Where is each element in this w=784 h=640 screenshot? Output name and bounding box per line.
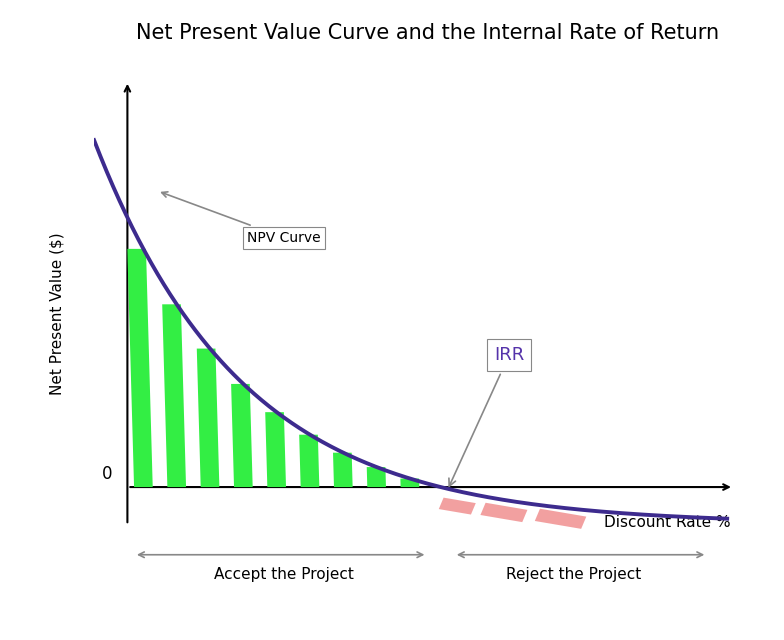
Polygon shape xyxy=(197,349,220,487)
Polygon shape xyxy=(127,249,153,487)
Text: 0: 0 xyxy=(102,465,113,483)
Text: Discount Rate %: Discount Rate % xyxy=(604,515,731,529)
Text: Net Present Value ($): Net Present Value ($) xyxy=(50,232,65,395)
Polygon shape xyxy=(535,509,586,529)
Polygon shape xyxy=(231,384,252,487)
Title: Net Present Value Curve and the Internal Rate of Return: Net Present Value Curve and the Internal… xyxy=(136,23,719,43)
Text: Accept the Project: Accept the Project xyxy=(214,568,354,582)
Polygon shape xyxy=(162,304,186,487)
Text: NPV Curve: NPV Curve xyxy=(162,192,321,244)
Text: Reject the Project: Reject the Project xyxy=(506,568,641,582)
Polygon shape xyxy=(333,452,353,487)
Polygon shape xyxy=(401,479,419,487)
Polygon shape xyxy=(367,467,386,487)
Polygon shape xyxy=(265,412,286,487)
Text: IRR: IRR xyxy=(449,346,524,486)
Polygon shape xyxy=(439,498,476,515)
Polygon shape xyxy=(481,503,528,522)
Polygon shape xyxy=(299,435,319,487)
